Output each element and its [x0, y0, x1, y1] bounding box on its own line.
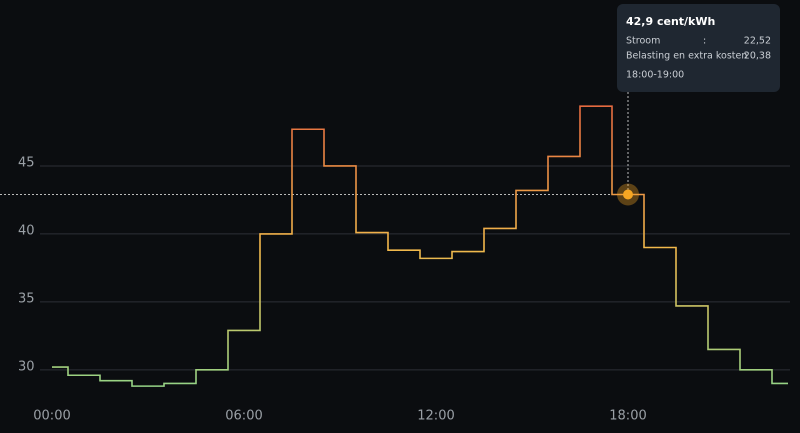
x-tick-label: 06:00: [225, 409, 262, 424]
tooltip-title: 42,9 cent/kWh: [626, 15, 715, 28]
price-line: [52, 105, 788, 387]
y-tick-label: 35: [18, 291, 35, 306]
y-tick-label: 45: [18, 155, 35, 170]
x-tick-label: 18:00: [609, 409, 646, 424]
highlight-point: [623, 189, 633, 200]
tooltip-value: 20,38: [744, 51, 771, 62]
tooltip-separator: :: [744, 51, 747, 62]
tooltip-label: Stroom: [626, 36, 660, 47]
x-tick-label: 12:00: [417, 409, 454, 424]
tooltip-time: 18:00-19:00: [626, 70, 684, 81]
tooltip-value: 22,52: [744, 36, 771, 47]
y-tick-label: 40: [18, 223, 35, 238]
tooltip-separator: :: [703, 36, 706, 47]
y-tick-label: 30: [18, 359, 35, 374]
x-tick-label: 00:00: [33, 409, 70, 424]
tooltip-label: Belasting en extra kosten: [626, 51, 747, 62]
tooltip-box: [617, 4, 780, 92]
